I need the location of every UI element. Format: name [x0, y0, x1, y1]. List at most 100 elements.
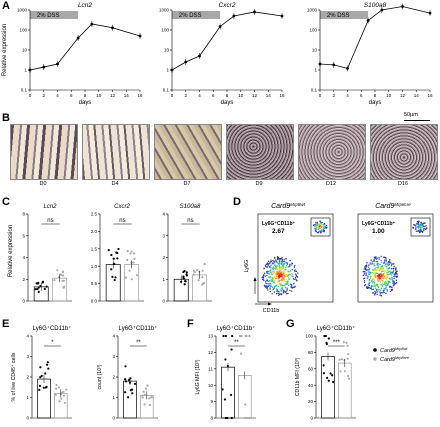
- data-point: [193, 270, 197, 274]
- event-dot: [271, 273, 273, 276]
- event-dot: [276, 268, 279, 271]
- bar-chart-title: S100a8: [180, 204, 201, 210]
- data-point: [192, 273, 195, 276]
- event-dot: [286, 289, 288, 291]
- data-point: [56, 62, 59, 66]
- event-dot: [366, 262, 368, 264]
- event-dot: [271, 267, 274, 269]
- event-dot: [374, 293, 376, 295]
- event-dot: [382, 280, 385, 282]
- data-point: [138, 34, 142, 38]
- event-dot: [386, 289, 388, 291]
- panel-c-bar-charts: Relative expression 0 2 4 6 8 Lcn2 ns 0.0 0.5 1.0…: [8, 204, 212, 304]
- data-point: [144, 387, 148, 390]
- data-point: [343, 359, 346, 362]
- data-point: [146, 384, 149, 387]
- event-dot: [319, 225, 321, 227]
- event-dot: [415, 226, 417, 228]
- event-dot: [265, 263, 267, 266]
- event-dot: [381, 285, 384, 287]
- event-dot: [377, 285, 379, 287]
- event-dot: [279, 283, 281, 286]
- data-point: [44, 386, 48, 389]
- event-dot: [363, 277, 366, 280]
- event-dot: [372, 292, 374, 294]
- data-point: [401, 5, 404, 8]
- event-dot: [272, 268, 275, 270]
- data-point: [203, 262, 206, 266]
- bar-chart-title: Lcn2: [43, 204, 57, 210]
- event-dot: [384, 274, 387, 276]
- event-dot: [376, 291, 379, 293]
- event-dot: [373, 276, 375, 278]
- data-point: [196, 268, 199, 272]
- gate-box: [310, 217, 331, 237]
- y-tick-label: 4: [112, 334, 115, 339]
- y-tick-label: 2: [162, 255, 165, 260]
- data-point: [38, 384, 42, 387]
- event-dot: [383, 290, 385, 292]
- event-dot: [421, 223, 424, 226]
- micrograph-day-label: D4: [111, 181, 119, 187]
- data-point: [380, 8, 384, 12]
- event-dot: [375, 269, 378, 272]
- data-point: [132, 252, 135, 255]
- panel-d-wt-title: Card9Mrp8wt: [271, 202, 306, 211]
- significance-label: ns: [187, 218, 193, 224]
- data-point: [124, 378, 127, 381]
- event-dot: [288, 265, 291, 268]
- event-dot: [376, 293, 378, 295]
- event-dot: [377, 280, 380, 282]
- event-dot: [418, 226, 421, 228]
- x-tick-label: 4: [56, 93, 59, 98]
- event-dot: [282, 260, 284, 263]
- event-dot: [383, 272, 385, 274]
- event-dot: [374, 257, 376, 260]
- event-dot: [272, 262, 275, 265]
- event-dot: [375, 272, 377, 275]
- micrograph-day-label: D16: [397, 181, 409, 187]
- event-dot: [295, 279, 298, 281]
- event-dot: [291, 287, 293, 289]
- event-dot: [275, 273, 277, 275]
- event-dot: [283, 259, 286, 261]
- event-dot: [367, 273, 370, 275]
- data-point: [114, 276, 117, 279]
- event-dot: [287, 266, 290, 268]
- data-point: [218, 25, 222, 28]
- event-dot: [393, 281, 395, 284]
- event-dot: [272, 259, 274, 262]
- event-dot: [285, 276, 287, 278]
- event-dot: [317, 226, 319, 228]
- event-dot: [374, 287, 377, 289]
- data-point: [110, 268, 113, 271]
- y-tick-label: 4: [26, 334, 29, 339]
- event-dot: [392, 281, 394, 283]
- event-dot: [284, 266, 287, 269]
- x-tick-label: 4: [198, 93, 201, 98]
- event-dot: [319, 232, 322, 234]
- legend-wt-label: Card9Mrp8wt: [380, 347, 408, 354]
- data-point: [44, 372, 47, 375]
- data-point: [46, 361, 49, 364]
- event-dot: [272, 266, 275, 268]
- event-dot: [268, 276, 270, 278]
- event-dot: [312, 224, 315, 226]
- y-tick-label: 0.5: [91, 281, 98, 286]
- x-axis-label: days: [221, 100, 234, 106]
- event-dot: [376, 261, 379, 263]
- event-dot: [263, 279, 265, 282]
- event-dot: [383, 281, 386, 284]
- event-dot: [375, 261, 377, 263]
- event-dot: [385, 279, 387, 281]
- y-tick-label: 10: [208, 383, 214, 388]
- data-point: [329, 372, 332, 375]
- gate-percentage: 1.00: [372, 228, 385, 235]
- event-dot: [374, 267, 376, 270]
- event-dot: [291, 275, 293, 277]
- panel-a-line-charts: Relative expression 2% DSSLcn20.11101001…: [2, 2, 433, 106]
- event-dot: [271, 277, 273, 279]
- event-dot: [373, 263, 375, 265]
- bar: [221, 366, 235, 419]
- event-dot: [291, 262, 293, 265]
